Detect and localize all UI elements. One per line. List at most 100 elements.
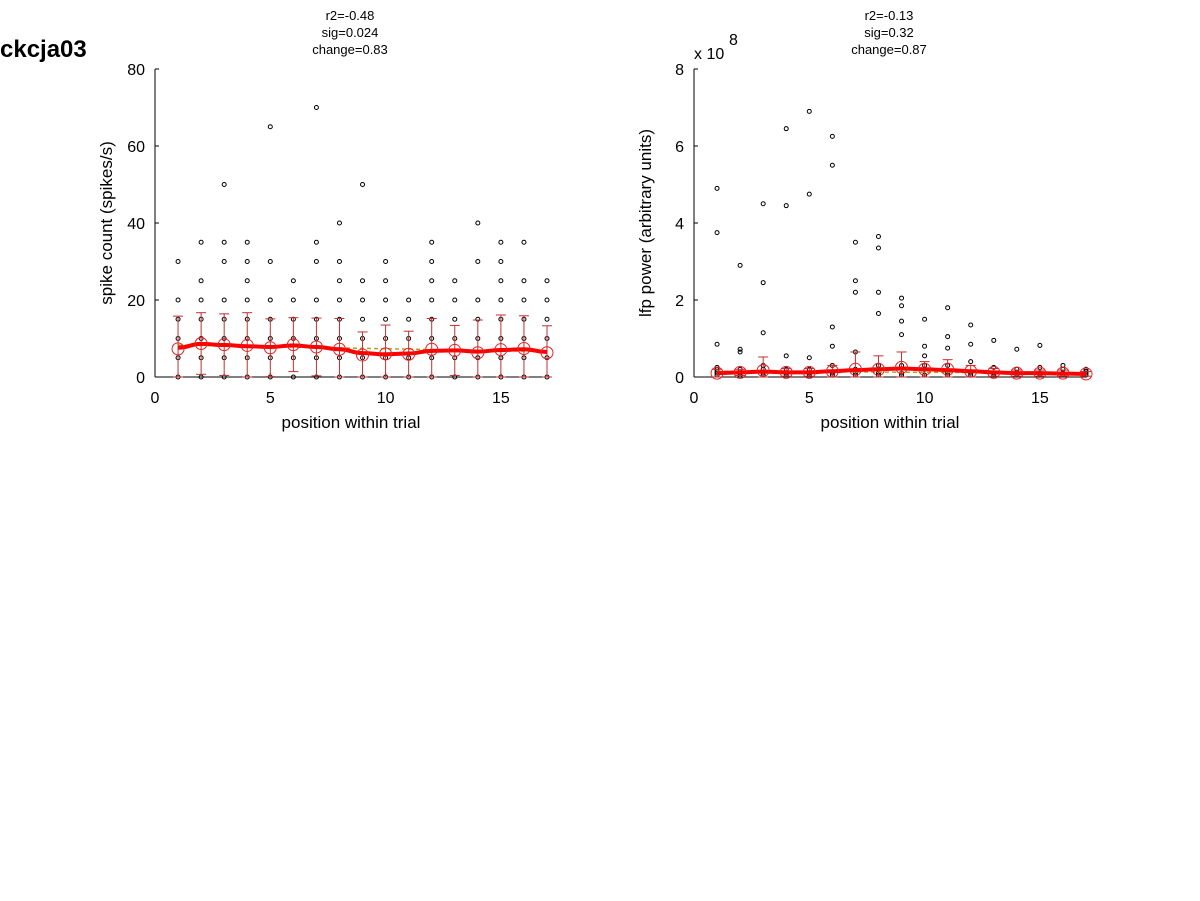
stat-line: r2=-0.48 [326, 8, 375, 23]
data-point [452, 316, 458, 322]
data-point [221, 182, 227, 187]
stat-line: sig=0.32 [864, 25, 914, 40]
data-point [806, 355, 812, 361]
chart-panel-lfp-power: r2=-0.13 sig=0.32 change=0.87 0 5 10 15 0 2 4 6 8 po… [636, 8, 1093, 432]
data-point [945, 345, 951, 351]
mean-marker [987, 365, 1001, 379]
data-point [806, 108, 812, 114]
x-tick-label: 10 [377, 390, 395, 407]
data-point [221, 259, 227, 264]
data-point [360, 297, 366, 303]
data-point [383, 278, 389, 284]
data-point [829, 162, 835, 168]
data-point [360, 316, 366, 322]
mean-marker [779, 365, 793, 379]
y-tick-label: 8 [675, 62, 684, 79]
mean-marker [286, 338, 300, 352]
mean-marker [848, 362, 862, 376]
mean-marker [471, 346, 485, 360]
mean-marker [756, 363, 770, 377]
y-tick-label: 0 [136, 370, 145, 387]
mean-marker [918, 362, 932, 376]
data-point [475, 297, 481, 303]
data-point [875, 245, 881, 251]
data-point [544, 316, 550, 322]
data-point [429, 239, 435, 245]
data-point [852, 239, 858, 245]
y-tick-label: 40 [127, 216, 145, 233]
x-tick-label: 0 [151, 390, 160, 407]
data-point [175, 259, 181, 264]
page-title: ckcja03 [0, 36, 87, 63]
data-point [737, 349, 743, 355]
data-point [336, 220, 342, 226]
mean-marker [733, 365, 747, 379]
data-point [175, 297, 181, 303]
data-point [313, 297, 319, 303]
mean-marker [217, 338, 231, 352]
mean-marker [240, 338, 254, 352]
data-point [737, 346, 743, 352]
mean-marker [332, 342, 346, 356]
data-point [336, 259, 342, 264]
data-point [452, 278, 458, 284]
axis-multiplier-exponent: 8 [729, 32, 738, 49]
data-point [313, 259, 319, 264]
x-tick-label: 0 [690, 390, 699, 407]
data-point [429, 297, 435, 303]
data-point [429, 259, 435, 264]
data-point [875, 233, 881, 239]
data-point [498, 259, 504, 264]
mean-marker [379, 347, 393, 361]
data-point [521, 297, 527, 303]
mean-marker [802, 365, 816, 379]
axis-multiplier: x 10 [694, 46, 724, 63]
data-point [336, 278, 342, 284]
data-point [244, 297, 250, 303]
mean-marker [964, 364, 978, 378]
data-point [383, 259, 389, 264]
data-point [267, 259, 273, 264]
data-point [760, 201, 766, 207]
mean-marker [871, 362, 885, 376]
data-point [945, 305, 951, 311]
data-point [406, 297, 412, 303]
mean-marker [194, 337, 208, 351]
mean-marker [710, 366, 724, 380]
data-point [714, 230, 720, 236]
data-point [760, 330, 766, 336]
data-point [360, 278, 366, 284]
mean-marker [356, 348, 370, 362]
data-point [313, 239, 319, 245]
y-tick-label: 6 [675, 139, 684, 156]
mean-marker [895, 360, 909, 374]
data-point [968, 359, 974, 365]
smoothed-mean-curve [717, 366, 1087, 376]
x-tick-label: 15 [492, 390, 510, 407]
data-point [783, 126, 789, 132]
x-tick-label: 10 [916, 390, 934, 407]
data-point [290, 297, 296, 303]
mean-marker [825, 364, 839, 378]
data-point [783, 203, 789, 209]
data-point [475, 220, 481, 226]
x-tick-label: 5 [805, 390, 814, 407]
data-point [714, 341, 720, 347]
data-point [290, 374, 296, 380]
y-tick-label: 80 [127, 62, 145, 79]
smoothed-mean-curve [178, 341, 548, 357]
data-point [498, 239, 504, 245]
data-point [899, 318, 905, 324]
mean-marker [448, 343, 462, 357]
data-point [383, 316, 389, 322]
data-point [1014, 346, 1020, 352]
data-point [221, 239, 227, 245]
data-point [360, 182, 366, 187]
data-point [783, 353, 789, 359]
data-point [290, 278, 296, 284]
y-tick-label: 20 [127, 293, 145, 310]
data-point [198, 374, 204, 380]
data-point [875, 310, 881, 316]
data-point [521, 278, 527, 284]
